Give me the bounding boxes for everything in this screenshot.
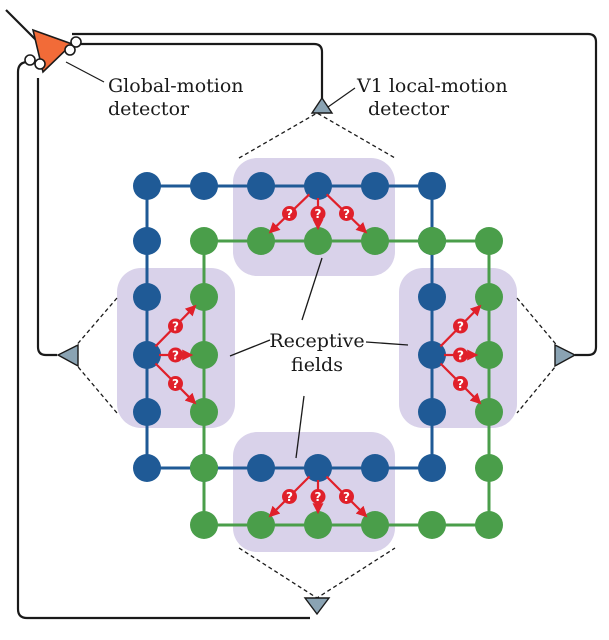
blue-node: [133, 227, 161, 255]
blue-node: [190, 172, 218, 200]
synapse-terminal-icon: [34, 58, 46, 70]
wire-left: [36, 78, 57, 357]
green-node: [475, 511, 503, 539]
blue-node: [133, 283, 161, 311]
question-mark: ?: [315, 207, 322, 221]
question-badge-icon: [339, 206, 354, 221]
global-motion-detector: [24, 28, 82, 74]
question-mark: ?: [457, 319, 464, 333]
green-node: [418, 227, 446, 255]
blue-node: [133, 398, 161, 426]
receptive-field-pointers: [229, 257, 409, 459]
blue-node: [418, 172, 446, 200]
blue-node: [361, 454, 389, 482]
green-node: [361, 511, 389, 539]
connection-arrows: ????????????: [154, 193, 482, 518]
v1-detector-label-line2: detector: [368, 98, 450, 120]
question-mark: ?: [172, 377, 179, 391]
blue-node: [304, 172, 332, 200]
question-mark: ?: [286, 207, 293, 221]
green-node: [475, 283, 503, 311]
wire-bottom: [16, 60, 310, 620]
synapse-terminal-icon: [24, 54, 36, 66]
question-mark: ?: [172, 348, 179, 362]
synapse-terminal-icon: [70, 36, 82, 48]
question-mark: ?: [343, 207, 350, 221]
pointer-bottom: [295, 395, 305, 459]
blue-node: [133, 454, 161, 482]
wire-top: [80, 42, 324, 100]
question-badge-icon: [453, 376, 468, 391]
wire-right: [72, 32, 598, 357]
blue-node: [418, 283, 446, 311]
green-node: [190, 511, 218, 539]
blue-node: [247, 172, 275, 200]
pointer-right: [365, 341, 409, 346]
green-grid: [190, 227, 503, 539]
question-badge-icon: [310, 489, 326, 504]
blue-node: [418, 341, 446, 369]
question-mark: ?: [172, 319, 179, 333]
green-node: [190, 398, 218, 426]
v1-detector-label-line1: V1 local-motion: [356, 75, 508, 97]
blue-node: [133, 172, 161, 200]
question-mark: ?: [315, 490, 322, 504]
green-node: [247, 511, 275, 539]
pointer-top: [301, 257, 323, 321]
green-node: [475, 398, 503, 426]
green-node: [361, 227, 389, 255]
question-badge-icon: [168, 347, 183, 363]
receptive-fields-label-line1: Receptive: [269, 330, 364, 352]
green-node: [190, 341, 218, 369]
green-node: [247, 227, 275, 255]
question-badge-icon: [168, 318, 183, 334]
global-detector-label-line2: detector: [108, 98, 190, 120]
receptive-fields-label-line2: fields: [291, 354, 343, 376]
question-badge-icon: [453, 347, 468, 363]
question-mark: ?: [457, 348, 464, 362]
label-leader-v1: [327, 87, 356, 108]
pointer-left: [229, 339, 271, 357]
question-mark: ?: [286, 490, 293, 504]
global-detector-label-line1: Global-motion: [108, 75, 244, 97]
green-node: [418, 511, 446, 539]
blue-node: [247, 454, 275, 482]
blue-node: [133, 341, 161, 369]
dash-bottom: [238, 547, 396, 599]
question-mark: ?: [343, 490, 350, 504]
gray-triangle-neuron-icon: [56, 343, 79, 368]
blue-node: [418, 398, 446, 426]
dash-top: [238, 112, 396, 159]
green-node: [190, 283, 218, 311]
gray-triangle-neuron-icon: [303, 597, 331, 616]
blue-node: [418, 454, 446, 482]
question-badge-icon: [282, 489, 297, 504]
synapse-terminal-icon: [64, 44, 76, 56]
question-badge-icon: [310, 206, 326, 221]
question-badge-icon: [168, 376, 183, 391]
question-mark: ?: [457, 377, 464, 391]
green-node: [475, 341, 503, 369]
label-leader-global: [65, 61, 105, 83]
local-motion-detectors: [56, 96, 577, 616]
blue-node: [361, 172, 389, 200]
blue-frame: [145, 184, 434, 470]
question-badge-icon: [339, 489, 354, 504]
dash-right: [516, 297, 566, 414]
green-node: [190, 454, 218, 482]
question-badge-icon: [453, 318, 468, 334]
question-badge-icon: [282, 206, 297, 221]
green-node: [304, 227, 332, 255]
green-node: [190, 227, 218, 255]
green-node: [475, 454, 503, 482]
green-node: [304, 511, 332, 539]
green-node: [475, 227, 503, 255]
gray-triangle-neuron-icon: [310, 96, 334, 114]
green-frame: [202, 239, 491, 527]
blue-node: [304, 454, 332, 482]
gray-triangle-neuron-icon: [554, 343, 577, 368]
